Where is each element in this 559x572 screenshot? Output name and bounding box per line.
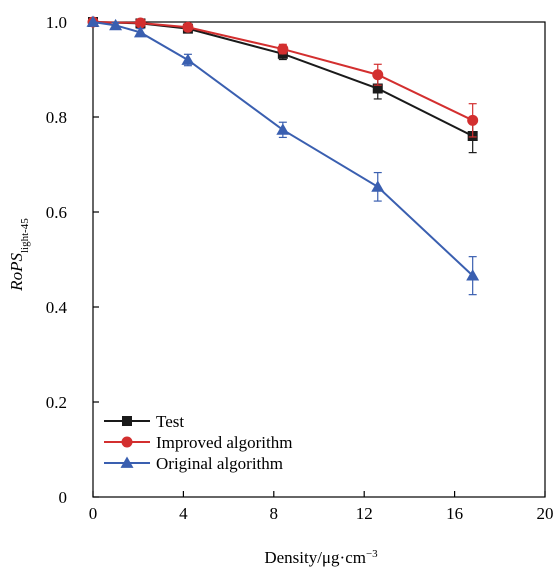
series-layer xyxy=(86,15,480,296)
series-line xyxy=(92,21,474,122)
data-point xyxy=(133,25,147,38)
plot-area: 0 4 8 12 16 20 0 0.2 0.4 0.6 0.8 1.0 xyxy=(46,13,554,523)
data-point xyxy=(86,15,100,27)
series-circle xyxy=(87,16,479,138)
y-tick-label: 0.4 xyxy=(46,298,68,317)
legend-marker xyxy=(120,456,134,468)
x-tick-label: 8 xyxy=(270,504,279,523)
legend-item: Original algorithm xyxy=(104,454,283,473)
data-point xyxy=(372,69,384,81)
series-triangle xyxy=(86,15,480,296)
x-tick-label: 20 xyxy=(537,504,554,523)
data-point xyxy=(372,83,383,94)
x-tick-label: 0 xyxy=(89,504,98,523)
data-point xyxy=(181,53,195,65)
y-axis: 0 0.2 0.4 0.6 0.8 1.0 xyxy=(46,13,99,507)
y-axis-title-subscript: light-45 xyxy=(19,218,31,253)
data-point xyxy=(276,123,290,135)
x-axis: 0 4 8 12 16 20 xyxy=(89,491,554,523)
y-tick-label: 1.0 xyxy=(46,13,67,32)
legend-item: Improved algorithm xyxy=(104,433,292,452)
legend-item: Test xyxy=(104,412,184,431)
legend: Test Improved algorithm Original algorithm xyxy=(104,412,292,473)
legend-label: Improved algorithm xyxy=(156,433,292,452)
legend-marker xyxy=(121,436,133,448)
legend-label: Original algorithm xyxy=(156,454,283,473)
data-point xyxy=(277,43,289,55)
x-axis-title-text: Density/μg·cm xyxy=(264,548,366,567)
y-tick-label: 0.2 xyxy=(46,393,67,412)
y-tick-label: 0.8 xyxy=(46,108,67,127)
data-point xyxy=(109,18,123,31)
y-axis-title-text: RoPS xyxy=(7,253,26,292)
data-point xyxy=(371,180,385,192)
data-point xyxy=(134,17,146,29)
x-tick-label: 4 xyxy=(179,504,188,523)
legend-marker xyxy=(122,416,132,426)
x-axis-title-superscript: −3 xyxy=(366,548,378,560)
x-tick-label: 16 xyxy=(446,504,463,523)
y-axis-title: RoPSlight-45 xyxy=(7,218,31,292)
x-tick-label: 12 xyxy=(356,504,373,523)
legend-label: Test xyxy=(156,412,184,431)
data-point xyxy=(466,269,480,281)
y-tick-label: 0 xyxy=(59,488,68,507)
x-axis-title: Density/μg·cm−3 xyxy=(264,548,378,567)
y-tick-label: 0.6 xyxy=(46,203,67,222)
plot-frame xyxy=(92,21,546,498)
data-point xyxy=(467,114,479,126)
data-point xyxy=(182,21,194,33)
